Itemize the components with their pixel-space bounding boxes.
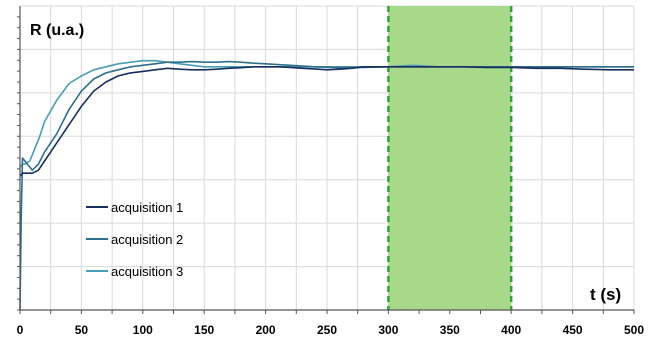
series-line-acquisition-1 xyxy=(19,66,634,177)
x-tick-label: 250 xyxy=(317,323,337,337)
x-tick-label: 300 xyxy=(378,323,398,337)
x-tick-label: 350 xyxy=(440,323,460,337)
x-tick-label: 450 xyxy=(563,323,583,337)
legend: acquisition 1 acquisition 2 acquisition 3 xyxy=(86,200,183,279)
x-axis-label: t (s) xyxy=(590,285,621,304)
x-tick-label: 500 xyxy=(624,323,644,337)
highlight-band xyxy=(388,6,512,310)
x-tick-label: 0 xyxy=(17,323,24,337)
axes xyxy=(17,6,635,314)
legend-label: acquisition 2 xyxy=(111,232,183,247)
x-tick-label: 150 xyxy=(194,323,214,337)
legend-label: acquisition 3 xyxy=(111,264,183,279)
x-tick-label: 400 xyxy=(501,323,521,337)
x-tick-labels: 0 50 100 150 200 250 300 350 400 450 500 xyxy=(17,323,645,337)
x-tick-label: 200 xyxy=(256,323,276,337)
legend-label: acquisition 1 xyxy=(111,200,183,215)
highlight-region xyxy=(387,6,513,310)
x-tick-label: 50 xyxy=(75,323,89,337)
x-tick-label: 100 xyxy=(133,323,153,337)
series-lines xyxy=(19,59,634,311)
y-axis-label: R (u.a.) xyxy=(30,22,84,39)
